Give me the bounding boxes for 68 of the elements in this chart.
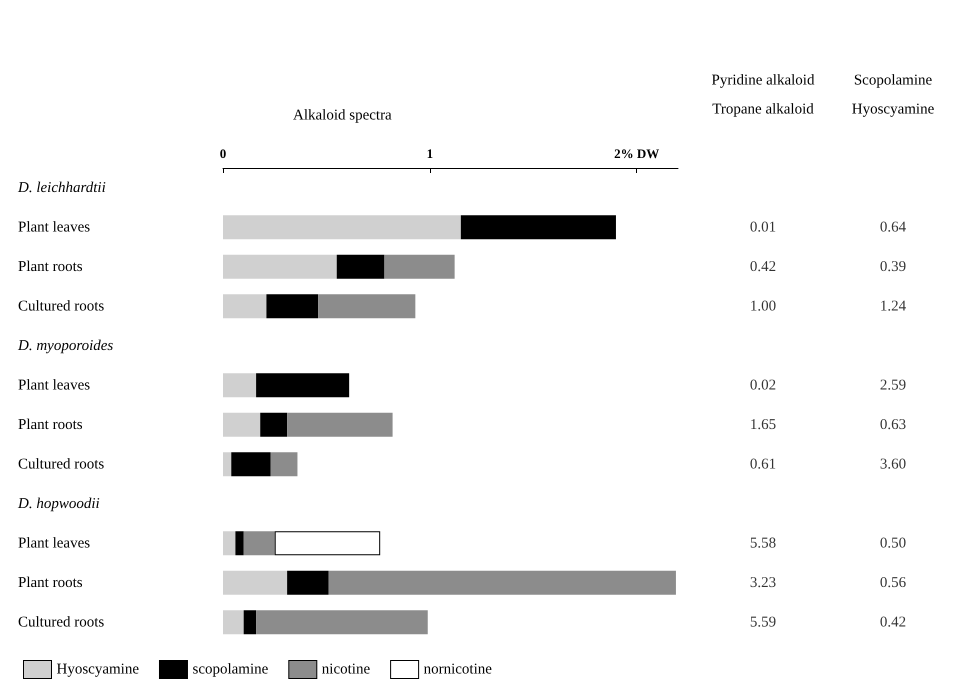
bar	[328, 570, 676, 595]
bar	[266, 294, 318, 318]
y-tick-label: Plant leaves	[18, 219, 90, 236]
bar	[460, 215, 616, 240]
bar	[287, 412, 393, 437]
bar	[336, 254, 384, 279]
y-tick-label: D. hopwoodii	[17, 496, 100, 512]
y-tick-label: Cultured roots	[18, 614, 104, 630]
text: 0.56	[880, 574, 906, 591]
bar	[223, 294, 266, 318]
y-tick-label: D. myoporoides	[17, 338, 114, 354]
text: 1.00	[750, 298, 776, 314]
text: 0.61	[750, 456, 776, 472]
bar	[244, 531, 275, 556]
text: 1.65	[750, 416, 776, 433]
text: 0.50	[880, 535, 906, 552]
text: 0.01	[750, 219, 776, 236]
bar	[274, 531, 380, 556]
y-tick-label: Plant leaves	[18, 535, 90, 552]
bar	[223, 373, 256, 398]
chart-title: Alkaloid spectra	[293, 108, 392, 124]
bar	[244, 610, 256, 634]
bar	[223, 531, 236, 556]
bar	[318, 294, 416, 318]
bar	[256, 610, 428, 634]
bar	[231, 452, 271, 476]
y-tick-label: Plant roots	[18, 416, 83, 433]
x-tick-label: 2% DW	[614, 146, 660, 161]
bar	[270, 452, 298, 476]
text: 3.23	[750, 574, 776, 591]
x-tick-label: 0	[220, 146, 226, 161]
y-tick-label: D. leichhardtii	[17, 180, 106, 196]
bar	[223, 412, 260, 437]
bar	[235, 531, 244, 556]
text: 3.60	[880, 456, 906, 472]
bar	[223, 215, 461, 240]
text: 5.59	[750, 614, 776, 630]
bar	[384, 254, 455, 279]
y-tick-label: Plant roots	[18, 258, 83, 275]
text: Tropane alkaloid	[712, 102, 814, 118]
text: Hyoscyamine	[852, 102, 935, 118]
legend-label: nicotine	[322, 662, 370, 678]
text: 0.42	[880, 614, 906, 630]
bar	[260, 412, 288, 437]
bar	[223, 610, 244, 634]
bar	[223, 570, 288, 595]
text: 0.63	[880, 416, 906, 433]
text: 0.42	[750, 258, 776, 275]
text: 0.02	[750, 377, 776, 394]
y-tick-label: Plant leaves	[18, 377, 90, 394]
bar	[287, 570, 328, 595]
x-tick-label: 1	[426, 146, 434, 161]
legend-label: nornicotine	[424, 662, 492, 678]
text: 5.58	[750, 535, 776, 552]
bar	[223, 254, 337, 279]
text: Scopolamine	[854, 72, 932, 88]
text: Pyridine alkaloid	[712, 72, 815, 88]
bar	[256, 373, 350, 398]
legend-label: Hyoscyamine	[56, 662, 140, 678]
text: 0.64	[880, 219, 906, 236]
y-tick-label: Plant roots	[18, 574, 83, 591]
text: 2.59	[880, 377, 906, 394]
text: 0.39	[880, 258, 906, 275]
legend-label: scopolamine	[192, 662, 269, 678]
y-tick-label: Cultured roots	[18, 456, 104, 472]
y-tick-label: Cultured roots	[18, 298, 104, 314]
bar	[223, 452, 232, 476]
text: 1.24	[880, 298, 906, 314]
